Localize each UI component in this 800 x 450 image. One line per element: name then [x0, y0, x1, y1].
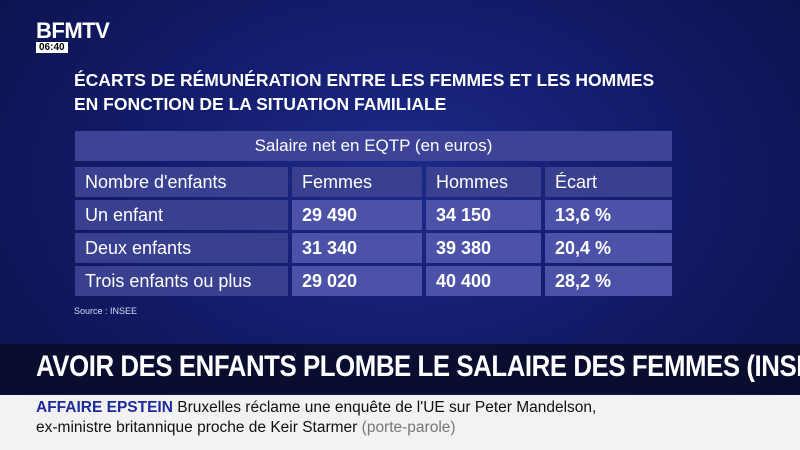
table-cell: 34 150 [426, 200, 541, 230]
table-caption: Salaire net en EQTP (en euros) [75, 131, 672, 161]
ticker-label: AFFAIRE EPSTEIN [36, 399, 173, 416]
ticker-text: Bruxelles réclame une enquête de l'UE su… [177, 399, 597, 416]
ticker-line: AFFAIRE EPSTEIN Bruxelles réclame une en… [36, 399, 596, 417]
table-cell: Trois enfants ou plus [75, 266, 288, 296]
ticker: AFFAIRE EPSTEIN Bruxelles réclame une en… [0, 395, 800, 450]
table-cell: 29 490 [292, 200, 422, 230]
table-cell: 31 340 [292, 233, 422, 263]
table-cell: 13,6 % [545, 200, 672, 230]
table-cell: 39 380 [426, 233, 541, 263]
ticker-note: (porte-parole) [361, 419, 456, 436]
title-line: ÉCARTS DE RÉMUNÉRATION ENTRE LES FEMMES … [74, 70, 655, 90]
column-header: Femmes [292, 167, 422, 197]
column-header: Écart [545, 167, 672, 197]
clock: 06:40 [36, 42, 68, 53]
logo: BFMTV [36, 18, 110, 43]
column-header: Nombre d'enfants [75, 167, 288, 197]
ticker-line: ex-ministre britannique proche de Keir S… [36, 419, 456, 437]
table-cell: 29 020 [292, 266, 422, 296]
headline-bar [0, 344, 800, 394]
title-line: EN FONCTION DE LA SITUATION FAMILIALE [74, 94, 447, 114]
table-cell: 20,4 % [545, 233, 672, 263]
column-header: Hommes [426, 167, 541, 197]
headline: AVOIR DES ENFANTS PLOMBE LE SALAIRE DES … [36, 350, 800, 383]
source: Source : INSEE [74, 306, 138, 316]
ticker-text: ex-ministre britannique proche de Keir S… [36, 419, 358, 436]
table-cell: 40 400 [426, 266, 541, 296]
table-cell: 28,2 % [545, 266, 672, 296]
table-cell: Deux enfants [75, 233, 288, 263]
table-cell: Un enfant [75, 200, 288, 230]
